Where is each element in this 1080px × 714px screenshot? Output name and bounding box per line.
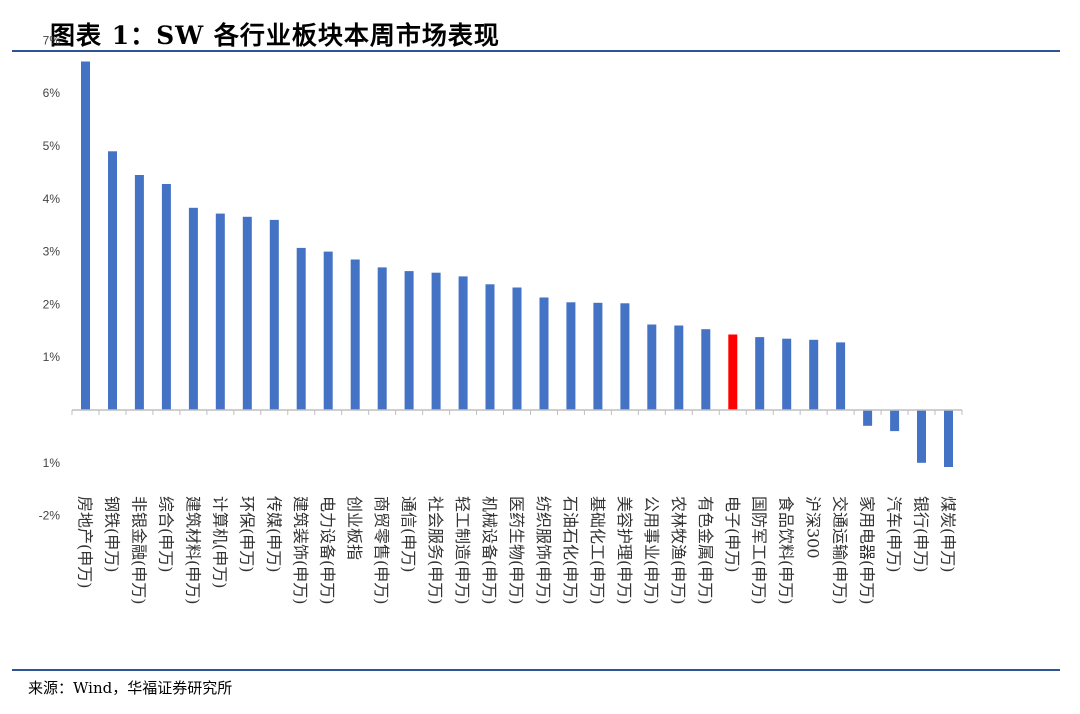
x-tick-label: 传媒(申万) xyxy=(264,496,283,573)
bar xyxy=(944,410,953,467)
x-tick-label: 创业板指 xyxy=(345,496,364,560)
bar xyxy=(134,175,144,410)
bar xyxy=(728,334,738,410)
x-tick-label: 电力设备(申万) xyxy=(318,496,337,605)
bar xyxy=(242,216,252,410)
y-tick-label: 1% xyxy=(43,350,61,364)
x-tick-label: 公用事业(申万) xyxy=(642,496,661,605)
bar xyxy=(81,61,90,410)
x-tick-label: 电子(申万) xyxy=(723,496,742,573)
x-tick-label: 机械设备(申万) xyxy=(480,496,499,605)
x-tick-label: 非银金融(申万) xyxy=(129,496,148,605)
bar xyxy=(485,284,495,410)
bar xyxy=(755,337,765,410)
x-tick-label: 通信(申万) xyxy=(399,496,418,573)
bar xyxy=(323,251,333,410)
x-tick-label: 有色金属(申万) xyxy=(696,496,715,605)
x-axis-labels: 房地产(申万) 钢铁(申万) 非银金融(申万) 综合(申万) 建筑材料(申万) 计算机(申… xyxy=(76,496,958,605)
bar xyxy=(512,287,522,410)
x-tick-label: 煤炭(申万) xyxy=(939,496,958,573)
y-tick-label: 6% xyxy=(43,86,61,100)
bar xyxy=(296,247,306,410)
x-tick-label: 基础化工(申万) xyxy=(588,496,607,605)
bar xyxy=(539,297,549,410)
y-axis: 7% 6% 5% 4% 3% 2% 1% 1% -2% xyxy=(39,33,61,522)
bar xyxy=(674,325,684,410)
bar xyxy=(890,410,900,432)
y-tick-label: 1% xyxy=(43,456,61,470)
x-tick-label: 交通运输(申万) xyxy=(831,496,850,605)
bar xyxy=(404,271,414,410)
bar xyxy=(188,207,198,410)
x-tick-label: 农林牧渔(申万) xyxy=(669,496,688,605)
source-note: 来源：Wind，华福证券研究所 xyxy=(28,679,233,697)
y-tick-label: -2% xyxy=(39,509,61,523)
x-tick-label: 食品饮料(申万) xyxy=(777,496,796,605)
x-tick-label: 社会服务(申万) xyxy=(426,496,445,605)
bar xyxy=(350,259,360,410)
x-tick-label: 国防军工(申万) xyxy=(750,496,769,605)
x-tick-label: 石油石化(申万) xyxy=(561,496,580,605)
x-tick-label: 房地产(申万) xyxy=(76,496,95,589)
x-tick-label: 家用电器(申万) xyxy=(858,496,877,605)
bar xyxy=(782,338,792,410)
bar xyxy=(701,329,711,410)
bar xyxy=(566,302,576,410)
x-tick-label: 纺织服饰(申万) xyxy=(534,496,553,605)
page-title: 图表 1：SW 各行业板块本周市场表现 xyxy=(50,21,500,50)
bar xyxy=(620,303,630,410)
x-tick-label: 银行(申万) xyxy=(912,496,931,573)
x-tick-label: 商贸零售(申万) xyxy=(372,496,391,605)
y-tick-label: 4% xyxy=(43,192,61,206)
x-tick-label: 钢铁(申万) xyxy=(103,496,122,573)
bar xyxy=(836,342,846,410)
bar xyxy=(161,184,171,410)
x-tick-label: 综合(申万) xyxy=(156,496,175,573)
bar xyxy=(108,151,117,411)
x-tick-label: 沪深300 xyxy=(804,496,823,559)
bar xyxy=(863,410,873,426)
x-tick-label: 医药生物(申万) xyxy=(507,496,526,605)
x-tick-label: 轻工制造(申万) xyxy=(453,496,472,605)
bar xyxy=(593,302,603,410)
y-tick-label: 3% xyxy=(43,245,61,259)
bar xyxy=(647,324,657,410)
title-rule xyxy=(12,50,1060,52)
x-tick-label: 环保(申万) xyxy=(237,496,256,573)
bar xyxy=(269,219,279,410)
bar xyxy=(215,213,225,410)
x-tick-label: 汽车(申万) xyxy=(885,496,904,573)
x-tick-label: 计算机(申万) xyxy=(210,496,229,589)
x-tick-label: 建筑材料(申万) xyxy=(183,496,202,605)
bar xyxy=(458,276,468,410)
bar xyxy=(377,267,387,410)
y-tick-label: 7% xyxy=(43,33,61,47)
y-tick-label: 2% xyxy=(43,297,61,311)
y-tick-label: 5% xyxy=(43,139,61,153)
bars-group xyxy=(71,61,963,467)
source-rule xyxy=(12,669,1060,671)
bar xyxy=(917,410,926,463)
x-tick-label: 美容护理(申万) xyxy=(615,496,634,605)
x-tick-label: 建筑装饰(申万) xyxy=(291,496,310,605)
bar xyxy=(431,272,441,410)
bar xyxy=(809,339,819,410)
